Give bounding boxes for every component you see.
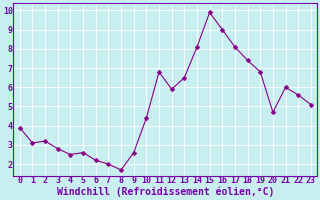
- X-axis label: Windchill (Refroidissement éolien,°C): Windchill (Refroidissement éolien,°C): [57, 187, 274, 197]
